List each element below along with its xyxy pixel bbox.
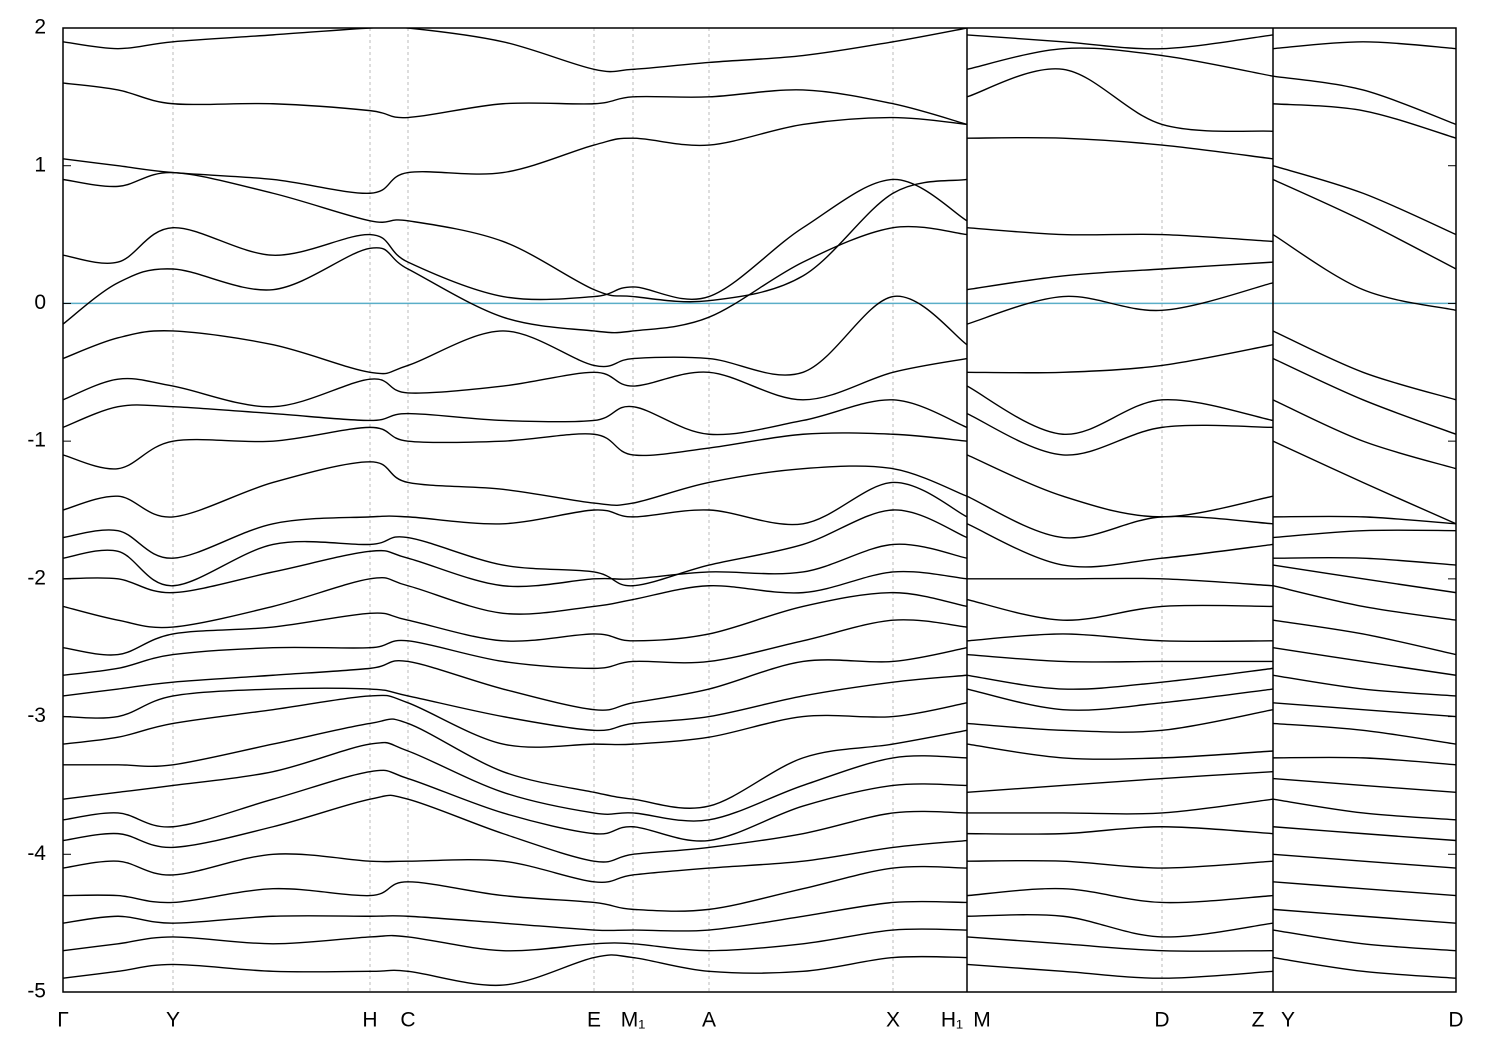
x-tick-label: D (1154, 1009, 1169, 1032)
band (63, 385, 1456, 470)
x-tick-label: M₁ (621, 1009, 646, 1032)
band (63, 865, 1456, 912)
band (63, 674, 1456, 732)
y-tick-label: -1 (27, 429, 46, 452)
x-tick-label: A (702, 1009, 716, 1032)
x-tick-label: X (886, 1009, 900, 1032)
x-tick-label: Y (1281, 1009, 1295, 1032)
band (63, 794, 1456, 863)
band (63, 412, 1456, 525)
band (63, 647, 1456, 711)
x-tick-label: H (362, 1009, 377, 1032)
y-tick-label: 0 (34, 291, 46, 314)
band (63, 47, 1456, 126)
band (63, 570, 1456, 629)
band (63, 481, 1456, 559)
grid (62, 28, 1457, 992)
band (63, 928, 1456, 952)
band (63, 619, 1456, 676)
band (63, 694, 1456, 748)
x-tick-label: H₁ (941, 1009, 963, 1032)
band (63, 543, 1456, 594)
band (63, 136, 1456, 303)
band (63, 839, 1456, 883)
x-tick-label: Γ (57, 1009, 69, 1032)
band (63, 591, 1456, 656)
y-tick-label: -4 (27, 842, 46, 865)
band (63, 178, 1456, 301)
bands (63, 28, 1456, 987)
band (63, 741, 1456, 822)
band (63, 509, 1456, 587)
x-tick-label: E (587, 1009, 601, 1032)
band (63, 282, 1456, 401)
x-tick-label: D (1448, 1009, 1463, 1032)
band (63, 900, 1456, 938)
band (63, 225, 1456, 334)
band (63, 769, 1456, 842)
band (63, 454, 1456, 525)
y-tick-label: -2 (27, 566, 46, 589)
x-tick-label: C (400, 1009, 415, 1032)
x-tick-label: M (973, 1009, 991, 1032)
y-tick-label: 1 (34, 153, 46, 176)
y-tick-label: 2 (34, 16, 46, 39)
band (63, 68, 1456, 194)
plot-frame (62, 27, 1457, 993)
band (63, 954, 1456, 987)
band (63, 344, 1456, 435)
x-tick-label: Y (166, 1009, 180, 1032)
y-tick-label: -3 (27, 704, 46, 727)
band (63, 28, 1456, 73)
band (63, 718, 1456, 809)
y-tick-label: -5 (27, 980, 46, 1003)
x-tick-label: Z (1252, 1009, 1265, 1032)
